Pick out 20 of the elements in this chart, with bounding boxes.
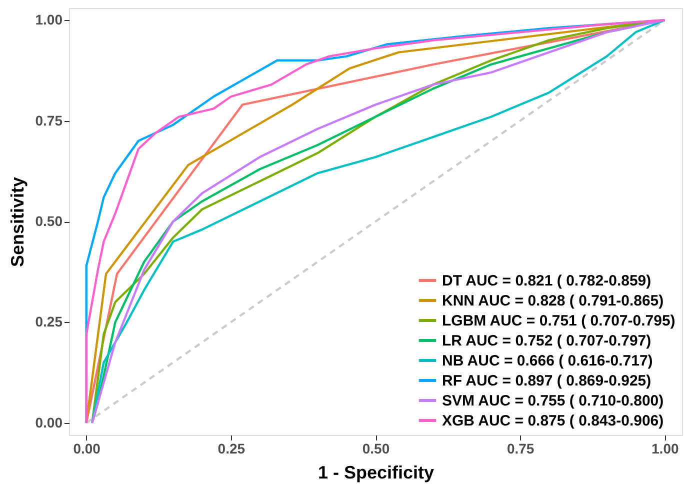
y-axis-title: Sensitivity — [7, 176, 28, 268]
x-tick-label: 0.50 — [362, 440, 390, 456]
x-tick-label: 0.25 — [218, 440, 246, 456]
legend-label: LGBM AUC = 0.751 ( 0.707-0.795) — [442, 312, 676, 330]
legend-label: NB AUC = 0.666 ( 0.616-0.717) — [442, 352, 653, 370]
x-tick-label: 0.00 — [73, 440, 101, 456]
y-tick-label: 0.25 — [35, 314, 63, 330]
legend-label: KNN AUC = 0.828 ( 0.791-0.865) — [442, 292, 664, 310]
legend-label: DT AUC = 0.821 ( 0.782-0.859) — [442, 272, 652, 290]
legend-label: RF AUC = 0.897 ( 0.869-0.925) — [442, 372, 652, 390]
x-tick-label: 0.75 — [506, 440, 534, 456]
x-tick-label: 1.00 — [652, 440, 679, 456]
y-tick-label: 0.00 — [35, 414, 63, 430]
legend-label: LR AUC = 0.752 ( 0.707-0.797) — [442, 332, 652, 350]
x-axis-title: 1 - Specificity — [318, 462, 434, 482]
legend-label: XGB AUC = 0.875 ( 0.843-0.906) — [442, 412, 664, 430]
legend-label: SVM AUC = 0.755 ( 0.710-0.800) — [442, 392, 664, 410]
y-tick-label: 0.75 — [35, 112, 63, 128]
y-tick-label: 0.50 — [35, 213, 63, 229]
y-tick-label: 1.00 — [35, 12, 63, 28]
